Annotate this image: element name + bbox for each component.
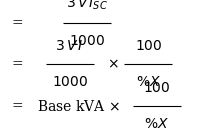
Text: $100$: $100$ <box>143 81 171 95</box>
Text: =: = <box>12 57 23 71</box>
Text: Base kVA $\times$: Base kVA $\times$ <box>37 99 120 114</box>
Text: =: = <box>12 16 23 30</box>
Text: $\times$: $\times$ <box>107 57 119 71</box>
Text: $100$: $100$ <box>135 39 162 53</box>
Text: $\%X$: $\%X$ <box>136 75 161 89</box>
Text: $1000$: $1000$ <box>52 75 88 89</box>
Text: $3\,V\,I_{SC}$: $3\,V\,I_{SC}$ <box>66 0 108 12</box>
Text: =: = <box>12 99 23 113</box>
Text: $3\,V\,I$: $3\,V\,I$ <box>56 39 84 53</box>
Text: $\%X$: $\%X$ <box>145 117 169 128</box>
Text: $1000$: $1000$ <box>69 34 105 48</box>
